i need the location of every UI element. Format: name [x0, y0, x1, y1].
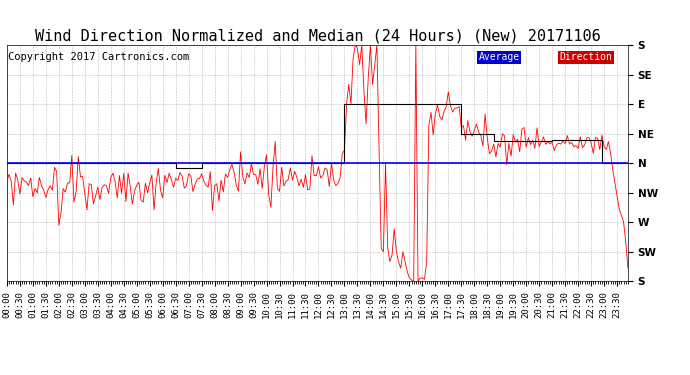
Text: Average: Average: [479, 52, 520, 62]
Text: Copyright 2017 Cartronics.com: Copyright 2017 Cartronics.com: [8, 52, 189, 62]
Title: Wind Direction Normalized and Median (24 Hours) (New) 20171106: Wind Direction Normalized and Median (24…: [34, 29, 600, 44]
Text: Direction: Direction: [560, 52, 613, 62]
